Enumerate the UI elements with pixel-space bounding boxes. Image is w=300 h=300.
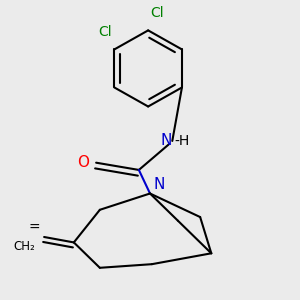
Text: CH₂: CH₂ xyxy=(13,240,35,253)
Text: N: N xyxy=(154,177,165,192)
Text: N: N xyxy=(161,134,172,148)
Text: -H: -H xyxy=(174,134,189,148)
Text: O: O xyxy=(77,155,89,170)
Text: Cl: Cl xyxy=(98,25,112,38)
Text: =: = xyxy=(29,221,40,235)
Text: Cl: Cl xyxy=(151,5,164,20)
